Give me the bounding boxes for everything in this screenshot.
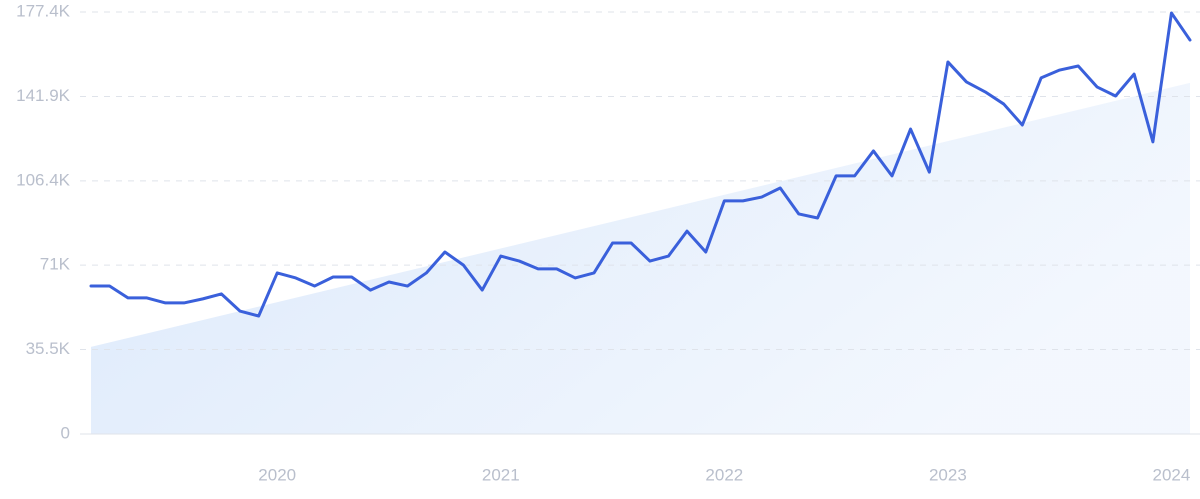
y-tick-label: 0	[61, 423, 70, 442]
trend-area	[91, 82, 1190, 434]
x-tick-label: 2023	[929, 465, 967, 484]
y-tick-label: 177.4K	[16, 1, 71, 20]
x-tick-label: 2021	[482, 465, 520, 484]
x-tick-label: 2024	[1153, 465, 1191, 484]
y-tick-label: 71K	[40, 255, 71, 274]
x-tick-label: 2022	[705, 465, 743, 484]
line-series	[89, 11, 1192, 318]
y-tick-label: 141.9K	[16, 86, 71, 105]
y-tick-label: 35.5K	[26, 339, 71, 358]
x-tick-label: 2020	[258, 465, 296, 484]
y-tick-label: 106.4K	[16, 170, 71, 189]
